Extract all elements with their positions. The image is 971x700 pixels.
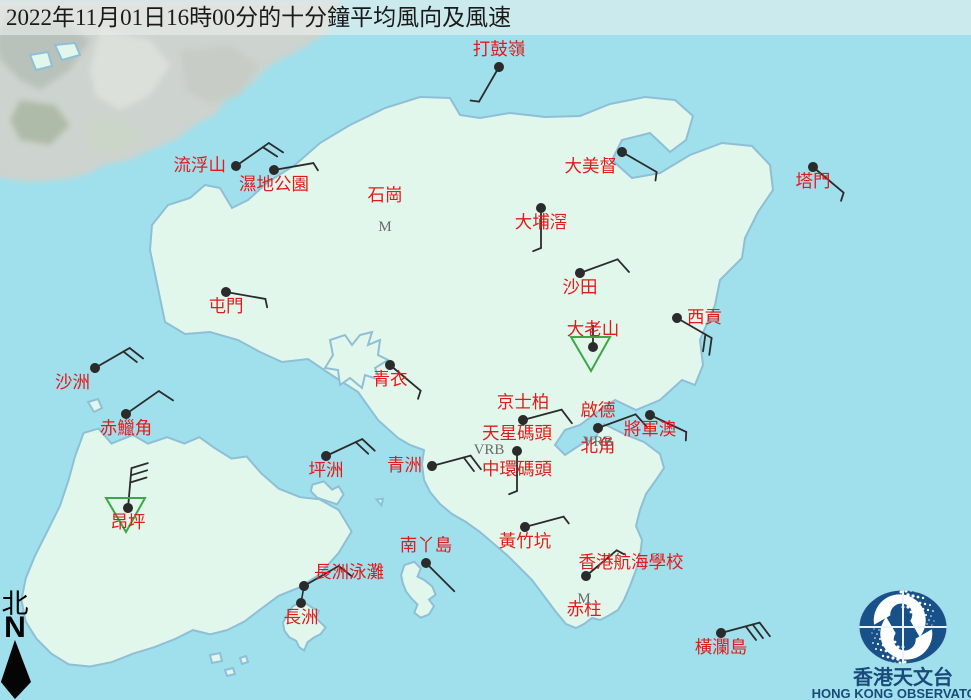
svg-text:N: N bbox=[4, 611, 26, 644]
svg-text:南丫島: 南丫島 bbox=[400, 535, 453, 555]
svg-text:啟德: 啟德 bbox=[581, 400, 616, 420]
svg-text:大埔滘: 大埔滘 bbox=[515, 212, 568, 232]
svg-text:2022年11月01日16時00分的十分鐘平均風向及風速: 2022年11月01日16時00分的十分鐘平均風向及風速 bbox=[6, 5, 511, 30]
svg-text:屯門: 屯門 bbox=[209, 296, 244, 316]
svg-text:VRB: VRB bbox=[474, 442, 505, 458]
svg-text:天星碼頭: 天星碼頭 bbox=[482, 423, 552, 443]
svg-text:橫瀾島: 橫瀾島 bbox=[695, 637, 748, 657]
svg-text:沙洲: 沙洲 bbox=[55, 372, 90, 392]
svg-text:M: M bbox=[577, 591, 590, 607]
svg-text:香港航海學校: 香港航海學校 bbox=[579, 552, 684, 572]
svg-text:中環碼頭: 中環碼頭 bbox=[482, 459, 552, 479]
svg-text:M: M bbox=[378, 219, 391, 235]
svg-text:坪洲: 坪洲 bbox=[309, 460, 344, 480]
svg-text:打鼓嶺: 打鼓嶺 bbox=[473, 39, 526, 59]
svg-text:長洲泳灘: 長洲泳灘 bbox=[314, 562, 384, 582]
svg-text:長洲: 長洲 bbox=[284, 607, 319, 627]
svg-text:濕地公園: 濕地公園 bbox=[239, 174, 309, 194]
svg-text:大老山: 大老山 bbox=[567, 319, 620, 339]
svg-text:石崗: 石崗 bbox=[368, 185, 403, 205]
svg-text:塔門: 塔門 bbox=[796, 171, 831, 191]
svg-text:赤鱲角: 赤鱲角 bbox=[100, 418, 153, 438]
svg-text:京士柏: 京士柏 bbox=[497, 392, 550, 412]
svg-text:大美督: 大美督 bbox=[565, 156, 618, 176]
svg-text:VRB: VRB bbox=[583, 434, 614, 450]
svg-text:流浮山: 流浮山 bbox=[174, 155, 227, 175]
svg-text:青洲: 青洲 bbox=[387, 455, 422, 475]
svg-text:黃竹坑: 黃竹坑 bbox=[499, 531, 552, 551]
svg-text:HONG KONG OBSERVATORY: HONG KONG OBSERVATORY bbox=[812, 686, 971, 700]
svg-text:將軍澳: 將軍澳 bbox=[624, 419, 677, 439]
svg-text:西貢: 西貢 bbox=[687, 307, 722, 327]
svg-text:昂坪: 昂坪 bbox=[111, 512, 146, 532]
svg-text:青衣: 青衣 bbox=[373, 369, 408, 389]
svg-text:沙田: 沙田 bbox=[563, 277, 598, 297]
